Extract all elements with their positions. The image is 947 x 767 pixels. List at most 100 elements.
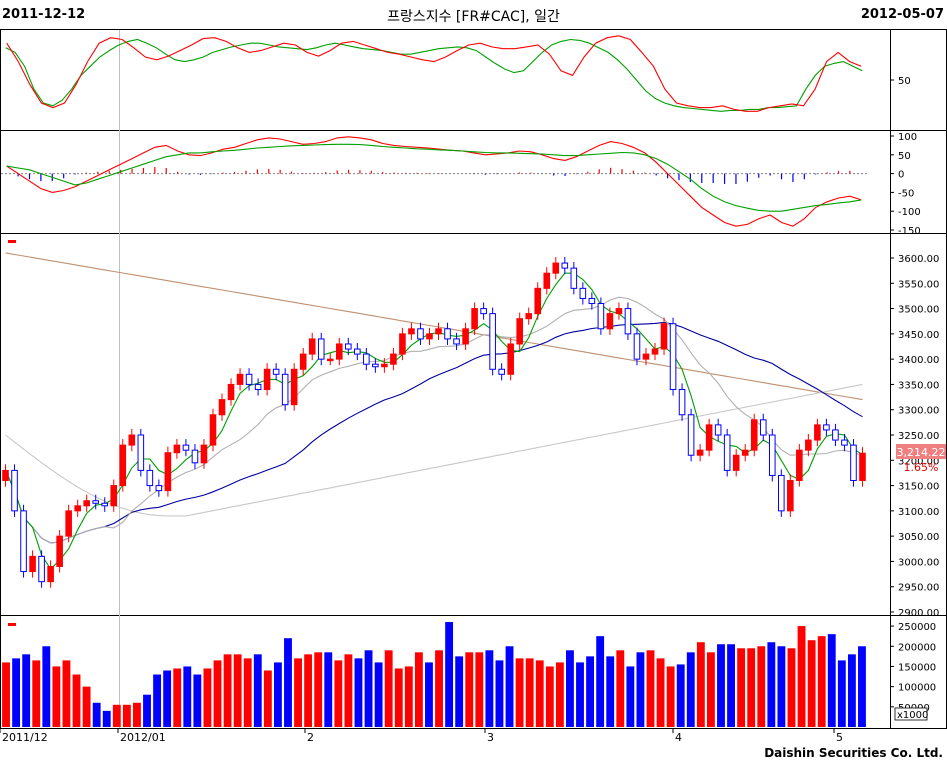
volume-bar (525, 658, 534, 727)
candle-body (363, 353, 370, 365)
macd-axis-tick-label: 50 (898, 151, 911, 162)
price-axis-tick-label: 3400.00 (898, 355, 939, 366)
change-label: 1.65% (904, 461, 939, 474)
candle-body (796, 449, 803, 482)
candle-body (335, 343, 343, 360)
stoch-series-line (6, 35, 862, 112)
candle-body (678, 388, 686, 416)
volume-bar (858, 646, 866, 727)
price-axis-tick-label: 3000.00 (898, 557, 939, 568)
volume-bar (555, 662, 564, 727)
price-axis-tick-label: 3100.00 (898, 507, 939, 518)
candle-body (543, 272, 551, 289)
volume-bar (455, 656, 464, 727)
volume-bar (696, 642, 705, 727)
macd-axis-tick-label: -50 (898, 188, 914, 199)
volume-bar (445, 622, 454, 727)
volume-bar (304, 654, 313, 727)
chart-title: 프랑스지수 [FR#CAC], 일간 (387, 9, 560, 25)
volume-bar (243, 658, 252, 727)
candle-body (705, 424, 713, 451)
start-date: 2011-12-12 (2, 7, 86, 22)
candle-body (615, 308, 623, 315)
candle-body (164, 452, 172, 492)
candle-body (290, 368, 298, 406)
price-axis-tick-label: 3600.00 (898, 254, 939, 265)
candle-body (29, 555, 36, 573)
volume-bar (727, 644, 735, 727)
volume-bar (223, 654, 232, 727)
candle-body (173, 444, 181, 454)
volume-bar (193, 674, 202, 727)
candle-body (787, 480, 794, 512)
volume-bar (153, 674, 162, 727)
candle-body (606, 313, 614, 330)
candle-body (507, 343, 514, 375)
volume-bar (646, 650, 655, 727)
price-axis-tick-label: 2900.00 (898, 608, 939, 619)
candle-body (588, 297, 596, 305)
candle-body (200, 444, 208, 464)
candle-body (570, 267, 578, 289)
volume-bar (505, 646, 514, 727)
end-date: 2012-05-07 (860, 7, 944, 22)
candle-body (498, 368, 505, 375)
candle-body (778, 474, 785, 512)
macd-panel: 100 50 0 -50 -100 -150 (1, 132, 921, 237)
x-tick-label: 2 (307, 731, 314, 744)
volume-bar (364, 650, 373, 727)
volume-bar (616, 650, 625, 727)
volume-unit: x1000 (897, 710, 928, 721)
candle-body (390, 353, 397, 365)
volume-axis-tick-label: 250000 (898, 622, 936, 633)
candle-body (687, 414, 695, 456)
volume-bar (717, 644, 725, 727)
volume-bar (495, 660, 504, 727)
candle-body (119, 444, 127, 487)
price-axis-tick-label: 3200.00 (898, 456, 939, 467)
price-axis-tick-label: 3450.00 (898, 330, 939, 341)
volume-marker (8, 623, 16, 626)
price-axis-tick-label: 3350.00 (898, 380, 939, 391)
price-tag-box (896, 444, 946, 459)
candle-body (146, 469, 154, 487)
candle-body (832, 429, 839, 441)
candle-body (714, 424, 722, 436)
volume-axis-tick-label: 200000 (898, 642, 936, 653)
candle-body (218, 399, 226, 416)
candle-body (561, 262, 569, 269)
volume-bar (102, 710, 111, 727)
volume-bar (163, 670, 172, 727)
candle-body (399, 333, 406, 355)
volume-bar (173, 668, 182, 727)
volume-bar (465, 652, 474, 727)
candle-body (272, 368, 280, 375)
candle-body (372, 363, 379, 368)
candle-body (696, 449, 704, 456)
volume-bar (253, 654, 262, 727)
volume-bar (807, 640, 816, 727)
price-axis-tick-label: 3300.00 (898, 406, 939, 417)
candle-body (83, 500, 90, 507)
x-tick-label: 4 (675, 731, 682, 744)
volume-axis-tick-label: 150000 (898, 662, 936, 673)
volume-bar (706, 652, 715, 727)
candle-body (597, 303, 605, 330)
volume-bar (52, 666, 61, 727)
candle-body (128, 434, 136, 446)
volume-bar (284, 638, 292, 727)
candle-body (2, 469, 9, 482)
volume-bar (475, 652, 484, 727)
macd-signal-line (6, 143, 862, 212)
candle-body (38, 555, 45, 583)
macd-line (6, 136, 862, 227)
ma20-line (5, 296, 863, 544)
footer-company: Daishin Securities Co. Ltd. (764, 746, 943, 760)
candle-body (805, 439, 812, 451)
price-marker (8, 240, 16, 243)
volume-bar (777, 646, 786, 727)
volume-bar (213, 660, 222, 727)
candle-body (345, 343, 352, 350)
volume-bar (847, 654, 856, 727)
